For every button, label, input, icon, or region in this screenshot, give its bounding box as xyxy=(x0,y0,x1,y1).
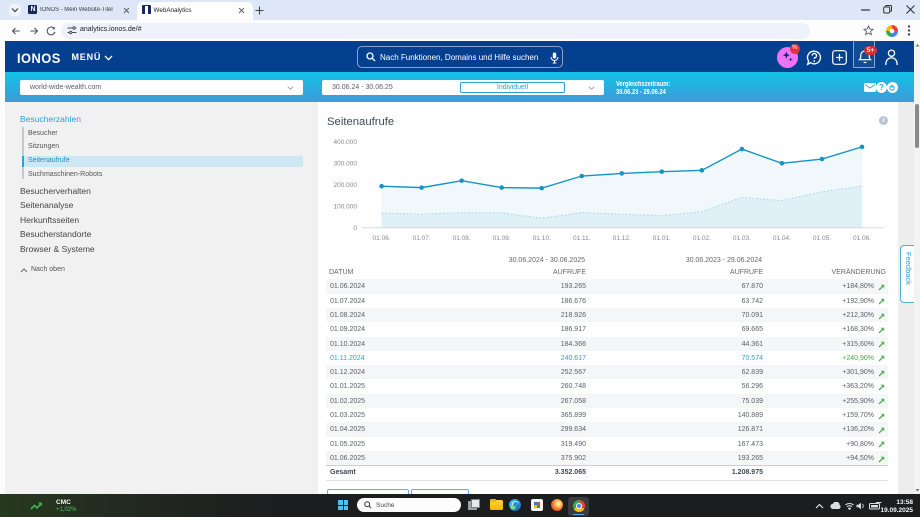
svg-text:400.000: 400.000 xyxy=(334,139,358,146)
svg-text:01.10.: 01.10. xyxy=(533,235,551,242)
svg-text:01.03.: 01.03. xyxy=(733,235,751,242)
svg-text:01.05.: 01.05. xyxy=(813,235,831,242)
svg-text:01.06.: 01.06. xyxy=(853,235,871,242)
svg-text:01.12.: 01.12. xyxy=(613,235,631,242)
svg-text:200.000: 200.000 xyxy=(334,182,358,189)
svg-text:0: 0 xyxy=(353,225,357,232)
svg-text:100.000: 100.000 xyxy=(334,204,358,211)
svg-text:01.08.: 01.08. xyxy=(453,235,471,242)
svg-text:300.000: 300.000 xyxy=(334,161,358,168)
svg-text:01.02.: 01.02. xyxy=(693,235,711,242)
svg-text:01.07.: 01.07. xyxy=(413,235,431,242)
svg-text:01.06.: 01.06. xyxy=(373,235,391,242)
svg-text:01.01.: 01.01. xyxy=(653,235,671,242)
svg-text:01.11.: 01.11. xyxy=(573,235,591,242)
svg-text:01.09.: 01.09. xyxy=(493,235,511,242)
svg-text:01.04.: 01.04. xyxy=(773,235,791,242)
